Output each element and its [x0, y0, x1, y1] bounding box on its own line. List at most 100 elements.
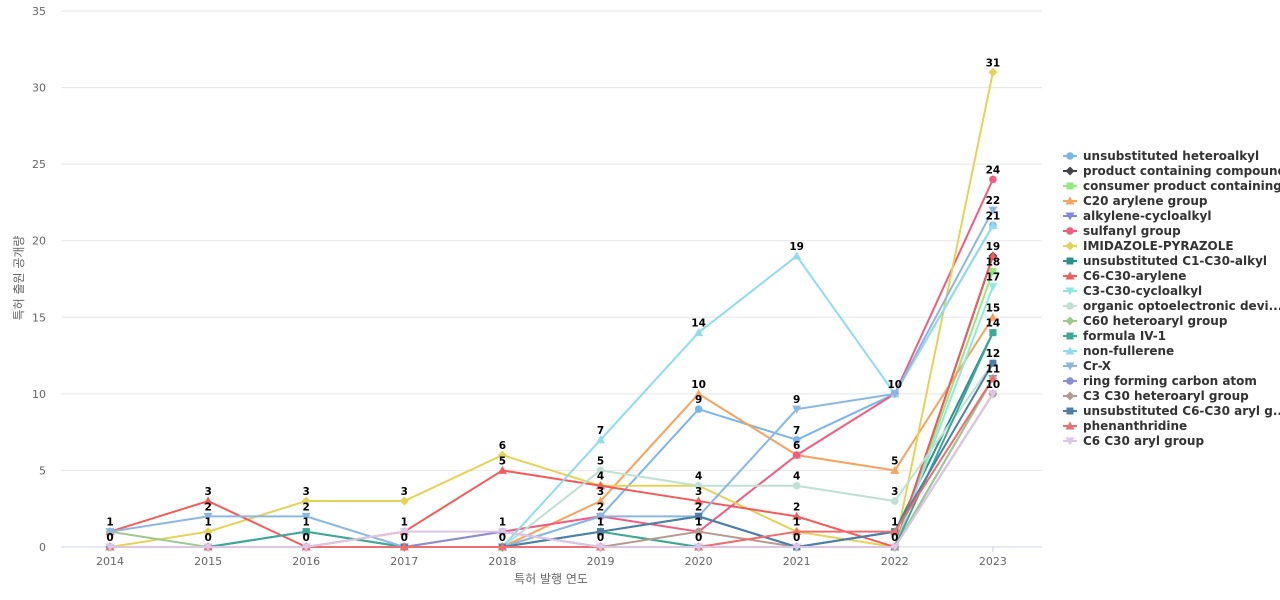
- legend-marker: [1065, 241, 1075, 251]
- data-point: [301, 543, 311, 552]
- series-line: [110, 362, 994, 548]
- legend-item[interactable]: unsubstituted heteroalkyl: [1063, 149, 1259, 163]
- x-tick-label: 2017: [390, 555, 418, 568]
- legend-item[interactable]: Cr-X: [1063, 359, 1112, 373]
- legend-item[interactable]: IMIDAZOLE-PYRAZOLE: [1063, 239, 1234, 253]
- legend-marker: [1065, 196, 1075, 205]
- series-line: [110, 316, 994, 548]
- data-point: [203, 496, 213, 505]
- data-point: [890, 465, 900, 474]
- legend-label: unsubstituted C6-C30 aryl g...: [1083, 404, 1280, 418]
- legend-marker: [1065, 287, 1075, 296]
- legend-item[interactable]: phenanthridine: [1063, 419, 1187, 433]
- data-point: [989, 267, 997, 275]
- legend-item[interactable]: alkylene-cycloalkyl: [1063, 209, 1211, 223]
- legend-label: sulfanyl group: [1083, 224, 1181, 238]
- data-point: [105, 528, 115, 537]
- series-13: [105, 220, 998, 551]
- data-point: [890, 390, 900, 399]
- legend-label: Cr-X: [1083, 359, 1112, 373]
- series-line: [110, 332, 994, 548]
- data-point: [597, 528, 604, 536]
- data-point: [988, 67, 998, 77]
- legend-item[interactable]: C20 arylene group: [1063, 194, 1208, 208]
- series-line: [109, 255, 994, 548]
- data-label: 19: [986, 241, 1001, 253]
- data-point: [399, 496, 409, 506]
- data-label: 3: [303, 486, 310, 498]
- data-label: 0: [793, 532, 800, 544]
- legend-item[interactable]: unsubstituted C1-C30-alkyl: [1063, 254, 1267, 268]
- legend-item[interactable]: C6-C30-arylene: [1063, 269, 1186, 283]
- data-point: [596, 481, 605, 490]
- legend-marker: [1066, 302, 1074, 310]
- legend-item[interactable]: non-fullerene: [1063, 344, 1174, 358]
- legend-item[interactable]: unsubstituted C6-C30 aryl g...: [1063, 404, 1280, 418]
- data-point: [497, 450, 507, 460]
- data-point: [694, 543, 704, 552]
- legend-label: alkylene-cycloalkyl: [1083, 209, 1211, 223]
- data-label: 0: [401, 532, 408, 544]
- legend-item[interactable]: consumer product containing...: [1063, 179, 1280, 193]
- data-label: 3: [891, 486, 898, 498]
- y-tick-label: 15: [32, 311, 46, 324]
- data-label: 2: [597, 501, 604, 513]
- data-label: 9: [793, 394, 800, 406]
- data-label: 14: [986, 318, 1001, 330]
- legend-marker: [1065, 271, 1075, 280]
- legend-item[interactable]: organic optoelectronic devi...: [1063, 299, 1280, 313]
- legend-label: C6-C30-arylene: [1083, 269, 1186, 283]
- data-label: 14: [691, 318, 706, 330]
- data-point: [891, 497, 899, 505]
- data-labels: 1032103210310651075432101410943210199764…: [106, 57, 1000, 544]
- y-axis-title: 특허 출원 공개량: [12, 236, 26, 321]
- legend-marker: [1065, 212, 1075, 221]
- data-label: 3: [597, 486, 604, 498]
- series-lines: [105, 67, 998, 552]
- series-line: [110, 393, 994, 548]
- data-label: 3: [204, 486, 211, 498]
- data-label: 10: [887, 379, 902, 391]
- data-label: 22: [986, 195, 1001, 207]
- legend-label: unsubstituted heteroalkyl: [1083, 149, 1259, 163]
- legend-item[interactable]: sulfanyl group: [1063, 224, 1181, 238]
- data-label: 1: [891, 517, 898, 529]
- series-line: [109, 209, 994, 548]
- series-line: [110, 362, 994, 548]
- data-point: [203, 543, 213, 552]
- data-label: 2: [303, 501, 310, 513]
- data-label: 6: [499, 440, 506, 452]
- data-label: 5: [891, 455, 898, 467]
- data-point: [792, 527, 802, 536]
- legend-label: C3-C30-cycloalkyl: [1083, 284, 1202, 298]
- series-19: [105, 390, 998, 552]
- y-tick-label: 30: [32, 82, 46, 95]
- legend-item[interactable]: ring forming carbon atom: [1063, 374, 1257, 388]
- legend-label: formula IV-1: [1083, 329, 1166, 343]
- data-label: 2: [204, 501, 211, 513]
- y-tick-label: 5: [39, 464, 46, 477]
- legend-item[interactable]: C3 C30 heteroaryl group: [1063, 389, 1249, 403]
- legend-item[interactable]: C6 C30 aryl group: [1063, 434, 1204, 448]
- data-point: [988, 312, 998, 321]
- data-label: 10: [986, 379, 1001, 391]
- legend-item[interactable]: C3-C30-cycloalkyl: [1063, 284, 1202, 298]
- data-point: [988, 220, 998, 229]
- data-label: 0: [106, 532, 113, 544]
- series-9: [105, 283, 998, 552]
- data-point: [792, 543, 802, 552]
- data-label: 4: [597, 471, 604, 483]
- legend-item[interactable]: formula IV-1: [1063, 329, 1166, 343]
- data-point: [596, 512, 605, 521]
- legend-label: ring forming carbon atom: [1083, 374, 1257, 388]
- legend-item[interactable]: product containing compound: [1063, 164, 1280, 178]
- data-label: 5: [499, 455, 506, 467]
- data-point: [890, 543, 900, 552]
- data-point: [301, 512, 311, 521]
- data-label: 1: [401, 517, 408, 529]
- legend-marker: [1066, 227, 1074, 235]
- legend-item[interactable]: C60 heteroaryl group: [1063, 314, 1228, 328]
- data-point: [695, 512, 703, 520]
- data-label: 0: [891, 532, 898, 544]
- y-tick-label: 10: [32, 388, 46, 401]
